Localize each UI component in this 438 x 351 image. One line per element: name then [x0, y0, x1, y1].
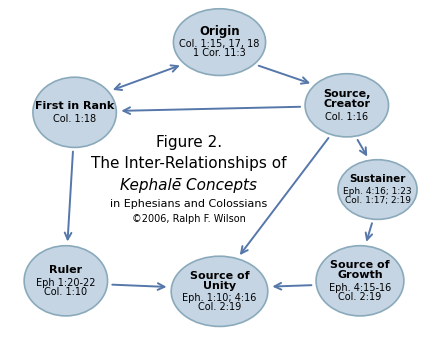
- Text: Kephalē̄ Concepts: Kephalē̄ Concepts: [120, 178, 257, 193]
- Text: Col. 2:19: Col. 2:19: [338, 292, 381, 302]
- Text: The Inter-Relationships of: The Inter-Relationships of: [91, 156, 286, 171]
- Text: Col. 1:16: Col. 1:16: [325, 112, 367, 122]
- Ellipse shape: [171, 256, 267, 326]
- Text: Growth: Growth: [336, 270, 382, 280]
- Text: First in Rank: First in Rank: [35, 101, 114, 111]
- Text: Col. 1:18: Col. 1:18: [53, 114, 96, 124]
- Ellipse shape: [304, 74, 388, 137]
- Text: Unity: Unity: [202, 281, 236, 291]
- Text: Source of: Source of: [329, 260, 389, 270]
- Ellipse shape: [315, 246, 403, 316]
- Text: Eph. 1:10; 4:16: Eph. 1:10; 4:16: [182, 293, 256, 303]
- Text: ©2006, Ralph F. Wilson: ©2006, Ralph F. Wilson: [131, 214, 245, 224]
- Text: Col. 1:15, 17, 18: Col. 1:15, 17, 18: [179, 39, 259, 49]
- Text: Eph. 4:16; 1:23: Eph. 4:16; 1:23: [343, 187, 411, 196]
- Ellipse shape: [24, 246, 107, 316]
- Ellipse shape: [33, 77, 116, 147]
- Text: Source,: Source,: [322, 89, 370, 99]
- Text: Source of: Source of: [189, 271, 249, 281]
- Text: Sustainer: Sustainer: [349, 174, 405, 184]
- Text: Col. 1:17; 2:19: Col. 1:17; 2:19: [344, 196, 410, 205]
- Ellipse shape: [173, 9, 265, 75]
- Text: Eph 1:20-22: Eph 1:20-22: [36, 278, 95, 288]
- Text: 1 Cor. 11:3: 1 Cor. 11:3: [193, 48, 245, 58]
- Text: in Ephesians and Colossians: in Ephesians and Colossians: [110, 199, 267, 209]
- Text: Col. 1:10: Col. 1:10: [44, 287, 87, 297]
- Text: Eph. 4:15-16: Eph. 4:15-16: [328, 283, 390, 293]
- Ellipse shape: [337, 160, 416, 219]
- Text: Figure 2.: Figure 2.: [155, 135, 221, 150]
- Text: Ruler: Ruler: [49, 265, 82, 275]
- Text: Creator: Creator: [322, 99, 370, 109]
- Text: Col. 2:19: Col. 2:19: [198, 302, 240, 312]
- Text: Origin: Origin: [199, 25, 239, 38]
